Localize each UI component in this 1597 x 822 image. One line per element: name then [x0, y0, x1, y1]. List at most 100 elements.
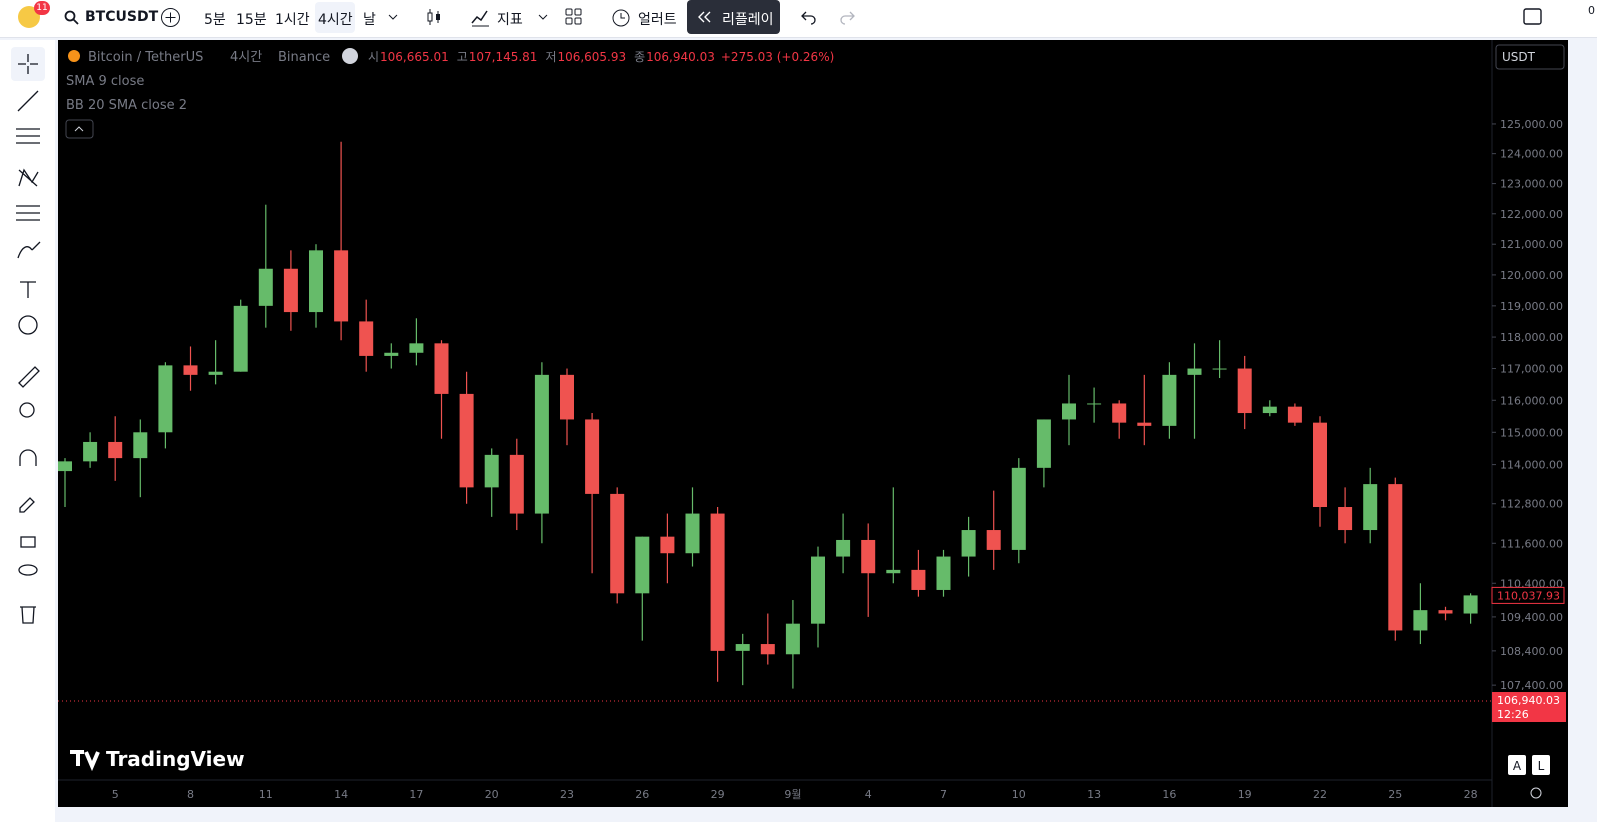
ohlc-legend: 시 106,665.01 고 107,145.81 저 106,605.93 종 106,94… — [368, 50, 834, 64]
emoji-tool[interactable] — [18, 315, 38, 335]
candle-body — [861, 539, 876, 574]
ohlc-key: 고 — [457, 50, 468, 64]
interval[interactable]: 15분 — [236, 12, 267, 28]
symbol[interactable]: BTCUSDT — [85, 9, 159, 25]
candle-body — [384, 352, 399, 356]
crosshair-time: 12:26 — [1497, 708, 1529, 721]
y-tick-label: 123,000.00 — [1500, 178, 1563, 191]
alert[interactable]: 얼러트 — [638, 12, 677, 28]
line-tool[interactable] — [17, 90, 39, 112]
drawing-toolbar — [0, 40, 55, 822]
settings[interactable] — [1530, 787, 1542, 799]
y-tick-label: 125,000.00 — [1500, 118, 1563, 131]
prediction-tool[interactable] — [16, 205, 40, 221]
candle-body — [936, 556, 951, 590]
candle-body — [258, 268, 273, 306]
undo[interactable] — [800, 9, 818, 25]
dropdown[interactable] — [537, 12, 549, 22]
stay-draw-tool[interactable] — [19, 497, 35, 513]
ohlc-value: 107,145.81 — [469, 50, 538, 64]
interval[interactable]: 4시간 — [318, 12, 353, 28]
search-icon[interactable] — [64, 10, 80, 26]
y-tick-label: 117,000.00 — [1500, 363, 1563, 376]
candle-body — [1011, 467, 1026, 550]
candle-body — [836, 539, 851, 557]
study: BB 20 SMA close 2 — [66, 98, 187, 113]
y-tick-label: 111,600.00 — [1500, 537, 1563, 550]
y-tick-label: 119,000.00 — [1500, 300, 1563, 313]
indicators[interactable]: 지표 — [497, 12, 523, 28]
text-tool[interactable] — [20, 281, 36, 298]
candle-body — [560, 374, 574, 420]
log-scale-label: L — [1538, 759, 1545, 773]
active-tool-bg — [11, 47, 45, 81]
exchange: Binance — [278, 50, 330, 65]
zoom-tool[interactable] — [19, 402, 35, 418]
candle-body — [1413, 610, 1428, 631]
candle-body — [1036, 419, 1051, 468]
currency-select[interactable] — [1495, 44, 1565, 70]
pattern-tool[interactable] — [18, 168, 39, 187]
coin-icon — [68, 50, 80, 62]
candle-body — [208, 371, 223, 375]
fullscreen[interactable] — [1523, 8, 1543, 26]
last-price: 110,037.93 — [1497, 589, 1560, 602]
candle-body — [534, 374, 549, 514]
y-tick-label: 108,400.00 — [1500, 645, 1563, 658]
candle-body — [1338, 507, 1353, 531]
corner-text: 0 — [1588, 4, 1595, 17]
x-tick-label: 4 — [865, 788, 872, 801]
top-toolbar: 11 BTCUSDT 5분 15분 1시간 4시간 날 지표 얼러트 리플레이 … — [0, 0, 1597, 38]
x-tick-label: 5 — [112, 788, 119, 801]
candle-body — [133, 432, 148, 459]
candle-body — [1062, 403, 1076, 420]
last-price-tag — [1491, 586, 1565, 604]
interval[interactable]: 날 — [363, 12, 376, 28]
magnet-tool[interactable] — [19, 449, 37, 466]
collapse-legend[interactable] — [65, 119, 94, 139]
indicators-icon[interactable] — [470, 7, 490, 27]
crosshair-tag — [1492, 692, 1566, 723]
candle-body — [58, 461, 72, 472]
log-scale[interactable] — [1532, 755, 1550, 775]
candle-body — [108, 441, 123, 459]
replay-icon — [698, 11, 711, 23]
brush-tool[interactable] — [17, 241, 41, 259]
candle-body — [1137, 422, 1152, 426]
candle-body — [986, 530, 1001, 550]
candle-body — [1463, 595, 1478, 614]
candle-body — [1212, 368, 1227, 370]
x-tick-label: 8 — [187, 788, 194, 801]
x-tick-label: 26 — [635, 788, 649, 801]
delete-tool[interactable] — [20, 606, 36, 624]
candle-body — [484, 454, 499, 488]
y-tick-label: 114,000.00 — [1500, 459, 1563, 472]
lock-tool[interactable] — [20, 536, 36, 548]
layouts[interactable] — [564, 7, 584, 27]
redo[interactable] — [838, 9, 856, 25]
y-tick-label: 120,000.00 — [1500, 269, 1563, 282]
ohlc-key: 시 — [368, 50, 379, 64]
candle-body — [334, 250, 349, 322]
interval[interactable]: 1시간 — [275, 12, 310, 28]
candle-body — [434, 343, 449, 394]
alert-icon[interactable] — [610, 6, 632, 28]
interval[interactable]: 5분 — [204, 12, 226, 28]
candle-body — [1262, 406, 1277, 414]
candle-body — [886, 569, 901, 574]
x-tick-label: 13 — [1087, 788, 1101, 801]
fib-tool[interactable] — [16, 128, 40, 144]
auto-scale[interactable] — [1508, 755, 1526, 775]
chart-type[interactable] — [424, 7, 444, 27]
dropdown[interactable] — [387, 12, 399, 22]
hide-tool[interactable] — [18, 564, 38, 576]
candle-body — [635, 536, 650, 594]
candle-body — [183, 365, 198, 375]
crosshair-tool[interactable] — [18, 54, 38, 74]
candle-body — [1388, 484, 1403, 631]
candle-body — [785, 623, 800, 655]
candle-body — [911, 569, 926, 590]
ruler-tool[interactable] — [18, 366, 40, 388]
add-symbol[interactable] — [160, 7, 181, 28]
replay-button[interactable]: 리플레이 — [687, 0, 780, 34]
